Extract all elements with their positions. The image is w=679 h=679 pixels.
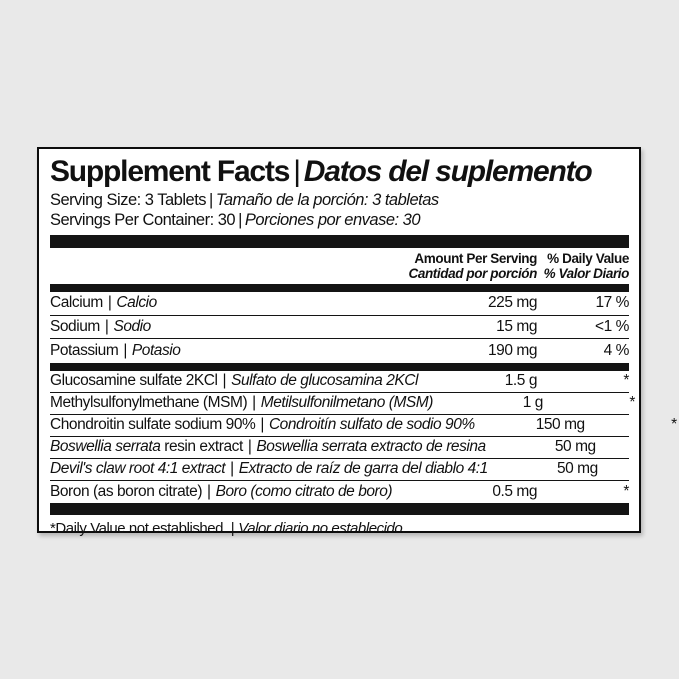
amount-header-spanish: Cantidad por porción bbox=[408, 266, 538, 281]
daily-value: * bbox=[629, 394, 635, 411]
daily-value: * bbox=[596, 438, 679, 456]
serving-size-spanish: Tamaño de la porción: 3 tabletas bbox=[215, 191, 439, 209]
thick-divider-bar bbox=[50, 235, 629, 248]
ingredient-name: Potassium | Potasio bbox=[50, 341, 181, 359]
pipe-separator: | bbox=[230, 519, 235, 537]
amount-value: 0.5 mg bbox=[492, 482, 537, 500]
amount-value: 1.5 g bbox=[504, 372, 538, 389]
daily-value-footnote: *Daily Value not established. | Valor diar… bbox=[50, 515, 629, 538]
table-row-calcium: Calcium | Calcio 225 mg 17 % bbox=[50, 292, 629, 316]
daily-value: 17 % bbox=[595, 294, 629, 312]
supplement-facts-panel: Supplement Facts | Datos del suplemento Se… bbox=[37, 147, 677, 537]
amount-header-english: Amount Per Serving bbox=[414, 251, 537, 266]
pipe-separator: | bbox=[238, 211, 242, 229]
minerals-section: Calcium | Calcio 225 mg 17 % Sodium | Sodio … bbox=[50, 292, 629, 363]
pipe-separator: | bbox=[123, 341, 127, 359]
servings-spanish: Porciones por envase: 30 bbox=[244, 211, 421, 229]
table-row-devils-claw: Devil's claw root 4:1 extract | Extracto d… bbox=[50, 459, 629, 481]
ingredient-name: Methylsulfonylmethane (MSM) | Metilsulfoni… bbox=[50, 394, 433, 411]
amount-value: 50 mg bbox=[556, 460, 598, 477]
pipe-separator: | bbox=[222, 372, 227, 389]
table-row-potassium: Potassium | Potasio 190 mg 4 % bbox=[50, 339, 629, 363]
ingredient-name: Devil's claw root 4:1 extract | Extracto d… bbox=[50, 460, 488, 477]
pipe-separator: | bbox=[230, 460, 234, 477]
footnote-spanish: Valor diario no establecido. bbox=[238, 519, 407, 537]
panel-title: Supplement Facts | Datos del suplemento bbox=[50, 154, 629, 190]
pipe-separator: | bbox=[293, 155, 301, 188]
ingredient-name: Calcium | Calcio bbox=[50, 294, 157, 312]
pipe-separator: | bbox=[104, 317, 109, 335]
ingredient-name: Boron (as boron citrate) | Boro (como citr… bbox=[50, 482, 393, 500]
title-spanish: Datos del suplemento bbox=[303, 155, 593, 188]
daily-value-header-spanish: % Valor Diario bbox=[543, 266, 630, 281]
ingredient-name: Boswellia serrata resin extract | Boswelli… bbox=[50, 438, 486, 455]
daily-value: * bbox=[623, 482, 629, 500]
daily-value-column-header: % Daily Value % Valor Diario bbox=[537, 251, 630, 281]
footnote-english: *Daily Value not established. bbox=[50, 519, 227, 537]
amount-value: 50 mg bbox=[554, 438, 596, 455]
serving-size-english: Serving Size: 3 Tablets bbox=[50, 191, 207, 209]
amount-column-header: Amount Per Serving Cantidad por porción bbox=[327, 251, 538, 281]
ingredient-name: Glucosamine sulfate 2KCl | Sulfato de gluc… bbox=[50, 372, 419, 389]
pipe-separator: | bbox=[252, 394, 256, 411]
pipe-separator: | bbox=[260, 416, 264, 433]
daily-value: 4 % bbox=[603, 341, 630, 359]
table-row-glucosamine: Glucosamine sulfate 2KCl | Sulfato de gluc… bbox=[50, 371, 629, 393]
servings-per-container-line: Servings Per Container: 30 | Porciones por… bbox=[50, 210, 629, 230]
table-row-msm: Methylsulfonylmethane (MSM) | Metilsulfoni… bbox=[50, 393, 635, 415]
amount-value: 225 mg bbox=[488, 294, 537, 312]
table-row-boron: Boron (as boron citrate) | Boro (como citr… bbox=[50, 481, 629, 503]
daily-value-header-english: % Daily Value bbox=[547, 251, 629, 266]
amount-value: 190 mg bbox=[488, 341, 537, 359]
daily-value: * bbox=[623, 372, 629, 389]
daily-value: * bbox=[671, 416, 677, 433]
pipe-separator: | bbox=[107, 294, 112, 312]
amount-value: 15 mg bbox=[496, 317, 537, 335]
ingredient-name: Sodium | Sodio bbox=[50, 317, 151, 335]
daily-value: * bbox=[598, 460, 679, 478]
serving-size-line: Serving Size: 3 Tablets | Tamaño de la por… bbox=[50, 190, 629, 210]
amount-value: 1 g bbox=[522, 394, 544, 411]
spacer bbox=[50, 251, 327, 281]
thick-divider-bar bbox=[50, 502, 629, 515]
thick-divider-bar bbox=[50, 284, 629, 292]
pipe-separator: | bbox=[209, 191, 213, 209]
ingredient-name: Chondroitin sulfate sodium 90% | Condroití… bbox=[50, 416, 475, 433]
other-ingredients-section: Glucosamine sulfate 2KCl | Sulfato de gluc… bbox=[50, 371, 677, 503]
title-english: Supplement Facts bbox=[50, 155, 290, 188]
column-headers: Amount Per Serving Cantidad por porción … bbox=[50, 248, 630, 284]
thick-divider-bar bbox=[50, 362, 629, 371]
table-row-sodium: Sodium | Sodio 15 mg <1 % bbox=[50, 316, 629, 339]
amount-value: 150 mg bbox=[535, 416, 585, 433]
servings-english: Servings Per Container: 30 bbox=[50, 211, 236, 229]
pipe-separator: | bbox=[207, 482, 211, 500]
table-row-chondroitin: Chondroitin sulfate sodium 90% | Condroití… bbox=[50, 415, 677, 437]
daily-value: <1 % bbox=[595, 317, 629, 335]
table-row-boswellia: Boswellia serrata resin extract | Boswelli… bbox=[50, 437, 629, 459]
pipe-separator: | bbox=[247, 438, 252, 455]
